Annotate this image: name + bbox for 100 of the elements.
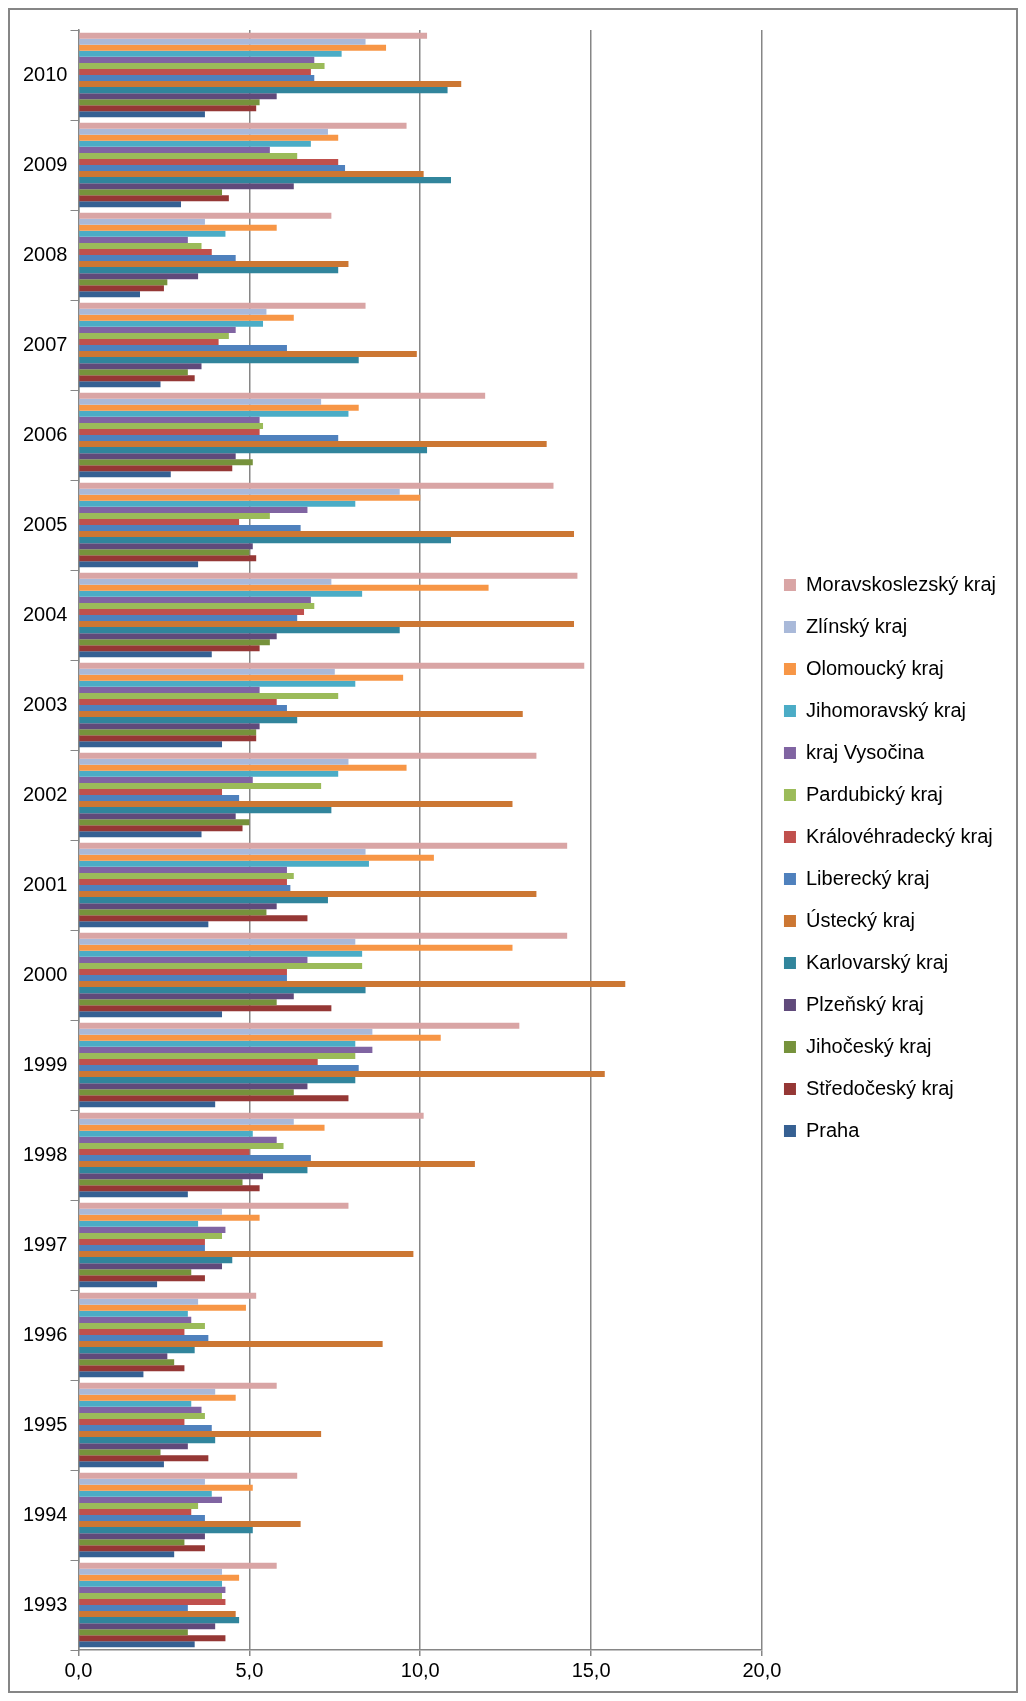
bar: [79, 866, 287, 873]
bar: [79, 885, 291, 892]
bar: [79, 338, 219, 345]
bar: [79, 56, 315, 63]
bar: [79, 1022, 520, 1029]
y-tick-label: 1996: [22, 1322, 68, 1345]
bar: [79, 938, 356, 945]
bar: [79, 1185, 260, 1192]
bar: [79, 1611, 236, 1618]
bar: [79, 705, 287, 712]
bar: [79, 711, 523, 718]
bar: [79, 1527, 253, 1534]
bar: [79, 1095, 349, 1102]
y-tick-label: 1994: [22, 1502, 68, 1525]
bar: [79, 314, 294, 321]
bar: [79, 1592, 223, 1599]
bar: [79, 279, 168, 286]
bar: [79, 267, 339, 274]
bar: [79, 729, 257, 736]
bar: [79, 236, 188, 243]
bar: [79, 1431, 322, 1438]
bar: [79, 357, 359, 364]
bar: [79, 62, 325, 69]
bar: [79, 897, 328, 904]
bar: [79, 128, 328, 135]
bar: [79, 831, 202, 838]
bar: [79, 1310, 188, 1317]
bar: [79, 915, 308, 922]
bar: [79, 1478, 205, 1485]
bar: [79, 1598, 226, 1605]
bar: [79, 1292, 257, 1299]
bar: [79, 645, 260, 652]
bar: [79, 201, 182, 208]
bar: [79, 122, 407, 129]
legend-label: Jihomoravský kraj: [805, 698, 967, 721]
bar: [79, 615, 298, 622]
bar: [79, 482, 554, 489]
y-tick-label: 1995: [22, 1412, 68, 1435]
bar: [79, 375, 195, 382]
bar: [79, 1551, 175, 1558]
x-tick-label: 20,0: [742, 1658, 782, 1681]
bar: [79, 872, 294, 879]
bar: [79, 1298, 199, 1305]
bar: [79, 1449, 161, 1456]
bar: [79, 909, 267, 916]
bar: [79, 1629, 188, 1636]
bar: [79, 518, 240, 525]
bar: [79, 1353, 168, 1360]
bar: [79, 1335, 209, 1342]
bar: [79, 651, 212, 658]
y-tick-label: 2007: [22, 332, 68, 355]
bar: [79, 1245, 205, 1252]
bar: [79, 506, 308, 513]
bar: [79, 1167, 308, 1174]
bar: [79, 1605, 188, 1612]
bar: [79, 351, 417, 358]
bar: [79, 1040, 356, 1047]
bar: [79, 741, 223, 748]
legend-label: Plzeňský kraj: [805, 992, 924, 1015]
bar: [79, 602, 315, 609]
bar: [79, 825, 243, 832]
bar: [79, 111, 205, 118]
bar: [79, 44, 387, 51]
bar: [79, 261, 349, 268]
bar: [79, 1412, 205, 1419]
bar: [79, 531, 575, 538]
bar: [79, 447, 428, 454]
bar: [79, 525, 301, 532]
bar: [79, 1046, 373, 1053]
bar: [79, 1400, 192, 1407]
x-tick-label: 15,0: [571, 1658, 611, 1681]
bar: [79, 183, 294, 190]
legend-label: Praha: [805, 1118, 861, 1141]
bar: [79, 764, 407, 771]
bar: [79, 717, 298, 724]
bar: [79, 1508, 192, 1515]
bar: [79, 1388, 216, 1395]
bar: [79, 224, 277, 231]
bar: [79, 878, 287, 885]
bar: [79, 854, 434, 861]
bar: [79, 801, 513, 808]
bar: [79, 416, 260, 423]
y-tick-label: 2004: [22, 602, 68, 625]
bar: [79, 81, 462, 88]
y-tick-label: 1993: [22, 1592, 68, 1615]
bar: [79, 218, 205, 225]
bar: [79, 1533, 205, 1540]
bar: [79, 1089, 294, 1096]
bar: [79, 981, 626, 988]
bar: [79, 1220, 199, 1227]
bar: [79, 1161, 475, 1168]
bar: [79, 105, 257, 112]
bar: [79, 171, 424, 178]
bar: [79, 782, 322, 789]
bar: [79, 38, 366, 45]
bar: [79, 1316, 192, 1323]
bar: [79, 308, 267, 315]
bar: [79, 1148, 250, 1155]
legend-label: kraj Vysočina: [805, 740, 926, 763]
y-tick-label: 2005: [22, 512, 68, 535]
